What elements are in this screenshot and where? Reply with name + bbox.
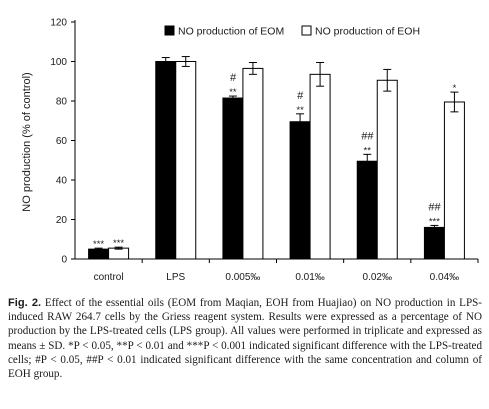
y-tick-label: 100 xyxy=(50,57,67,68)
bar-eom xyxy=(155,61,177,260)
y-axis: 0 20 40 60 80 100 120 xyxy=(50,18,76,266)
asterisk-annotation: *** xyxy=(429,216,440,227)
asterisk-annotation: *** xyxy=(93,239,104,250)
y-tick-label: 60 xyxy=(56,136,68,147)
y-tick-label: 20 xyxy=(56,215,68,226)
hash-annotation: ## xyxy=(428,201,441,213)
asterisk-annotation: ** xyxy=(229,87,237,98)
x-tick-label: LPS xyxy=(166,272,185,283)
bar-eom xyxy=(88,248,110,260)
hash-annotation: # xyxy=(230,72,237,84)
y-axis-label: NO production (% of control) xyxy=(21,72,33,211)
hash-annotation: # xyxy=(297,90,304,102)
bar-eoh xyxy=(376,79,398,260)
legend: NO production of EOM NO production of EOH xyxy=(164,25,420,38)
significance-annotations: *****#**#**##***##**** xyxy=(93,72,457,250)
bar-eoh xyxy=(242,67,264,260)
x-tick-label: 0.04‰ xyxy=(430,272,459,283)
figure-caption-text: Effect of the essential oils (EOM from M… xyxy=(8,297,482,381)
y-tick-label: 80 xyxy=(56,97,68,108)
figure-label: Fig. 2. xyxy=(8,297,42,309)
bars xyxy=(88,56,465,260)
y-tick-label: 0 xyxy=(61,255,67,266)
bar-eom xyxy=(423,226,445,260)
asterisk-annotation: ** xyxy=(296,105,304,116)
bar-eoh xyxy=(443,101,465,260)
legend-swatch-eom xyxy=(164,25,175,36)
bar-eoh xyxy=(175,61,197,260)
x-axis: control LPS 0.005‰ 0.01‰ 0.02‰ 0.04‰ xyxy=(75,258,479,283)
legend-label-eom: NO production of EOM xyxy=(178,26,284,38)
legend-label-eoh: NO production of EOH xyxy=(315,26,420,38)
bar-chart: 0 20 40 60 80 100 120 NO production (% of cont… xyxy=(21,18,479,283)
bar-eoh xyxy=(108,247,130,260)
y-tick-label: 120 xyxy=(50,18,67,29)
figure-caption: Fig. 2. Effect of the essential oils (EO… xyxy=(8,296,482,381)
x-tick-label: control xyxy=(94,272,124,283)
asterisk-annotation: * xyxy=(453,83,457,94)
y-tick-label: 40 xyxy=(56,176,68,187)
bar-eom xyxy=(222,97,244,260)
asterisk-annotation: *** xyxy=(113,238,124,249)
x-tick-label: 0.01‰ xyxy=(295,272,324,283)
bar-eoh xyxy=(309,73,331,260)
bar-eom xyxy=(289,121,311,260)
bar-eom xyxy=(356,160,378,260)
x-tick-label: 0.005‰ xyxy=(225,272,260,283)
hash-annotation: ## xyxy=(361,130,374,142)
asterisk-annotation: ** xyxy=(364,145,372,156)
legend-swatch-eoh xyxy=(301,25,312,36)
x-tick-label: 0.02‰ xyxy=(363,272,392,283)
